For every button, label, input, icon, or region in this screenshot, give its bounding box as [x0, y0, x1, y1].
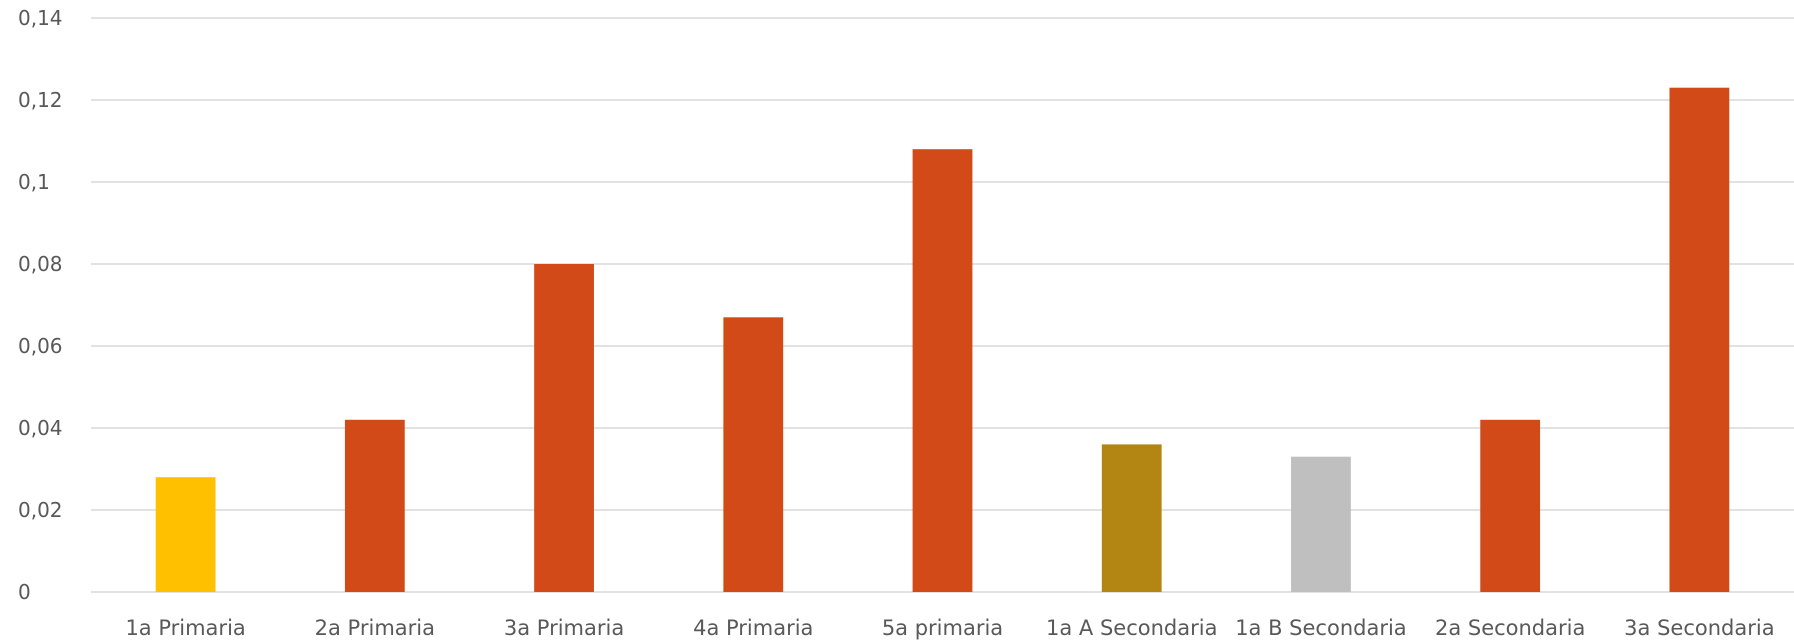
- x-category-label: 4a Primaria: [693, 616, 813, 640]
- y-tick-label: 0,1: [18, 170, 50, 194]
- y-tick-label: 0: [18, 580, 31, 604]
- y-tick-label: 0,12: [18, 88, 63, 112]
- bars: [155, 87, 1730, 592]
- x-category-label: 2a Secondaria: [1435, 616, 1585, 640]
- bar: [912, 149, 973, 592]
- x-axis-category-labels: 1a Primaria 2a Primaria 3a Primaria 4a Prim…: [125, 616, 1774, 640]
- bar: [1669, 87, 1730, 592]
- x-category-label: 1a B Secondaria: [1235, 616, 1406, 640]
- x-category-label: 3a Secondaria: [1624, 616, 1774, 640]
- bar: [534, 264, 594, 592]
- y-tick-label: 0,02: [18, 498, 63, 522]
- bar: [344, 419, 405, 592]
- bar: [1291, 456, 1351, 592]
- y-tick-label: 0,04: [18, 416, 63, 440]
- y-tick-label: 0,06: [18, 334, 63, 358]
- x-category-label: 1a Primaria: [125, 616, 245, 640]
- bar: [155, 477, 216, 592]
- bar: [1101, 444, 1162, 592]
- y-tick-label: 0,08: [18, 252, 63, 276]
- bar: [723, 317, 784, 592]
- x-category-label: 5a primaria: [882, 616, 1003, 640]
- x-category-label: 3a Primaria: [504, 616, 624, 640]
- y-tick-label: 0,14: [18, 6, 63, 30]
- x-category-label: 1a A Secondaria: [1046, 616, 1217, 640]
- x-category-label: 2a Primaria: [315, 616, 435, 640]
- bar: [1480, 419, 1541, 592]
- y-axis-tick-labels: 0 0,02 0,04 0,06 0,08 0,1 0,12 0,14: [18, 6, 63, 604]
